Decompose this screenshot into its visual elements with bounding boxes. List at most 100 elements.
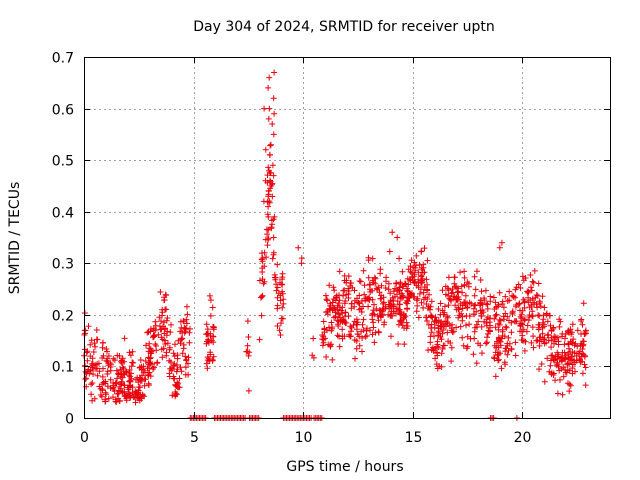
data-point xyxy=(435,332,442,339)
data-point xyxy=(402,313,409,320)
data-point xyxy=(499,298,506,305)
data-point xyxy=(272,276,279,283)
data-point xyxy=(426,291,432,298)
data-point xyxy=(399,283,406,290)
data-point xyxy=(182,371,189,378)
data-point xyxy=(90,371,97,378)
data-point xyxy=(375,317,382,324)
data-point xyxy=(142,358,149,364)
data-point xyxy=(150,327,157,334)
data-point xyxy=(319,342,326,349)
data-point xyxy=(102,389,109,396)
data-point xyxy=(146,355,153,362)
data-point xyxy=(471,335,478,342)
data-point xyxy=(186,339,193,346)
data-point xyxy=(342,298,349,304)
data-point xyxy=(420,289,427,296)
data-point xyxy=(535,321,542,328)
tick-marks xyxy=(84,57,610,419)
data-point xyxy=(484,301,491,308)
data-point xyxy=(483,340,489,347)
data-point xyxy=(82,376,89,383)
data-point xyxy=(479,350,485,357)
data-point xyxy=(323,296,330,303)
data-point xyxy=(336,343,343,350)
data-point xyxy=(518,311,525,318)
data-point xyxy=(571,350,578,356)
data-point xyxy=(172,389,179,395)
data-point xyxy=(266,74,273,81)
data-point xyxy=(145,361,152,368)
data-point xyxy=(324,327,331,334)
data-point xyxy=(340,287,347,294)
data-point xyxy=(413,282,420,289)
data-point xyxy=(155,331,162,338)
data-point xyxy=(167,365,174,372)
data-point xyxy=(522,316,528,323)
data-point xyxy=(258,293,265,300)
data-point xyxy=(380,299,387,306)
data-point xyxy=(538,361,545,367)
data-point xyxy=(492,299,499,306)
data-point xyxy=(559,349,566,356)
data-point xyxy=(179,350,186,357)
data-point xyxy=(487,298,494,305)
data-point xyxy=(330,304,337,311)
data-point xyxy=(127,352,134,359)
data-point xyxy=(441,303,448,310)
data-point xyxy=(274,323,281,329)
data-point xyxy=(477,277,484,283)
data-point xyxy=(145,328,152,335)
data-point xyxy=(539,293,546,300)
data-point xyxy=(423,276,430,283)
data-point xyxy=(103,346,110,352)
data-point xyxy=(265,188,272,195)
data-point xyxy=(529,313,536,320)
data-point xyxy=(517,285,524,291)
data-point xyxy=(502,310,509,317)
data-point xyxy=(404,285,410,292)
x-tick-label: 20 xyxy=(514,430,532,446)
data-point xyxy=(88,337,95,344)
data-point xyxy=(484,339,490,346)
data-point xyxy=(428,329,435,336)
data-point xyxy=(505,347,512,354)
grid-lines xyxy=(84,57,610,418)
data-point xyxy=(499,326,506,333)
data-point xyxy=(103,357,110,364)
data-point xyxy=(84,357,91,364)
data-point xyxy=(87,367,94,374)
data-point xyxy=(209,304,216,311)
data-point xyxy=(163,317,170,324)
data-point xyxy=(512,352,519,359)
data-point xyxy=(388,333,394,340)
data-point xyxy=(396,301,403,308)
data-point xyxy=(471,302,478,309)
x-tick-label: 15 xyxy=(405,430,423,446)
data-point xyxy=(389,312,396,319)
data-point xyxy=(521,347,528,354)
data-point xyxy=(533,301,540,308)
data-point xyxy=(468,300,475,307)
data-point xyxy=(371,301,377,308)
data-point xyxy=(266,105,273,112)
data-point xyxy=(541,323,547,330)
data-point xyxy=(204,365,211,372)
data-point xyxy=(529,308,536,315)
data-point xyxy=(574,327,581,334)
data-point xyxy=(151,364,157,371)
data-point xyxy=(481,295,487,302)
data-point xyxy=(331,287,338,294)
data-point xyxy=(459,289,466,296)
data-point xyxy=(174,362,180,368)
data-point xyxy=(403,325,410,332)
data-point xyxy=(261,105,268,112)
data-point xyxy=(528,302,535,309)
data-point xyxy=(326,282,333,289)
data-point xyxy=(393,280,400,287)
data-point xyxy=(92,365,99,372)
data-point xyxy=(87,341,94,348)
data-point xyxy=(359,335,366,341)
data-point xyxy=(569,370,576,377)
data-point xyxy=(411,271,418,278)
